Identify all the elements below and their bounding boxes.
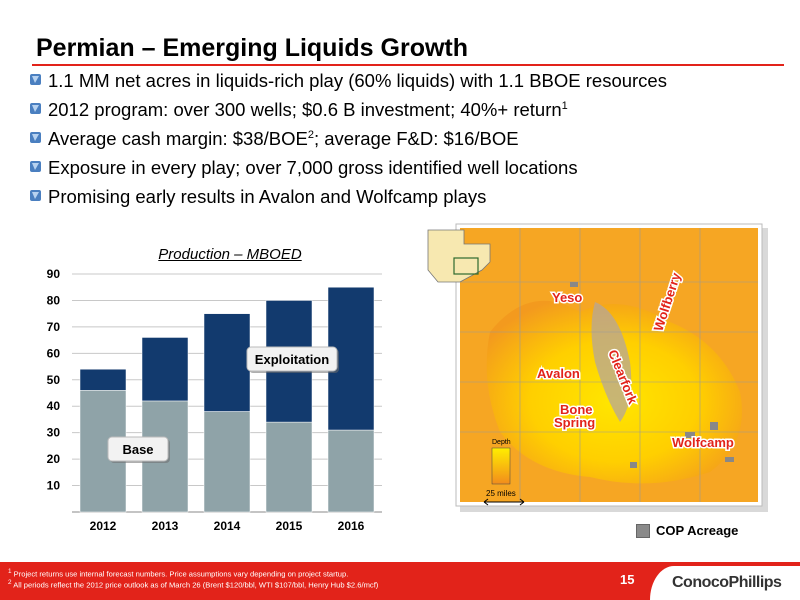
bullet-list: 1.1 MM net acres in liquids-rich play (6… bbox=[30, 66, 790, 211]
footnote-ref: 1 bbox=[561, 99, 568, 112]
bar-exploitation bbox=[141, 337, 189, 402]
series-callout-exploitation-label: Exploitation bbox=[255, 352, 329, 367]
bullet-text: Average cash margin: $38/BOE bbox=[48, 128, 308, 149]
bar-base bbox=[265, 421, 313, 513]
footnote-ref: 2 bbox=[307, 128, 314, 141]
bullet-item: Promising early results in Avalon and Wo… bbox=[30, 182, 790, 211]
cop-acreage-patches bbox=[540, 282, 734, 468]
y-tick-label: 30 bbox=[47, 426, 61, 440]
bullet-item: Exposure in every play; over 7,000 gross… bbox=[30, 153, 790, 182]
scale-label: 25 miles bbox=[486, 489, 516, 498]
play-label-bone: Bone bbox=[560, 402, 593, 417]
inset-texas-nm-map bbox=[427, 229, 491, 283]
series-callout-exploitation-box bbox=[246, 346, 338, 372]
bullet-text: 1.1 MM net acres in liquids-rich play (6… bbox=[48, 70, 667, 91]
permian-map: Yeso Avalon Clearfork Wolfberry Bone Spr… bbox=[420, 222, 772, 514]
map-county-grid bbox=[460, 228, 758, 502]
bullet-marker-icon bbox=[30, 103, 41, 114]
footnote-1: 1 Project returns use internal forecast … bbox=[8, 568, 349, 579]
y-tick-label: 40 bbox=[47, 399, 61, 413]
acreage-swatch bbox=[636, 524, 650, 538]
bullet-marker-icon bbox=[30, 190, 41, 201]
inset-locator-box bbox=[453, 257, 479, 275]
scale-arrow-icon bbox=[483, 498, 525, 506]
bullet-text: Promising early results in Avalon and Wo… bbox=[48, 186, 487, 207]
x-tick-label: 2012 bbox=[90, 519, 117, 533]
x-tick-label: 2013 bbox=[152, 519, 179, 533]
play-label-avalon: Avalon bbox=[537, 366, 580, 381]
chart-svg: 10 20 30 40 50 60 70 80 90 2012 2013 2014 2015 2016 Ba… bbox=[47, 267, 382, 533]
production-chart: Production – MBOED 10 20 30 40 50 60 70 80 90 201… bbox=[30, 240, 390, 540]
play-label-wolfcamp: Wolfcamp bbox=[672, 435, 734, 450]
depth-legend-bar bbox=[491, 447, 511, 485]
bullet-marker-icon bbox=[30, 74, 41, 85]
bullet-marker-icon bbox=[30, 132, 41, 143]
bar-exploitation bbox=[203, 313, 251, 412]
play-label-spring: Spring bbox=[554, 415, 595, 430]
y-tick-label: 90 bbox=[47, 267, 61, 281]
bar-exploitation bbox=[327, 286, 375, 431]
bar-base bbox=[327, 429, 375, 513]
map-svg: Yeso Avalon Clearfork Wolfberry Bone Spr… bbox=[427, 223, 768, 512]
page-number: 15 bbox=[620, 572, 635, 587]
logo-text: ConocoPhillips bbox=[672, 574, 782, 591]
y-tick-label: 60 bbox=[47, 346, 61, 360]
series-callout-base-box bbox=[107, 436, 169, 462]
bullet-text: Exposure in every play; over 7,000 gross… bbox=[48, 157, 578, 178]
chart-title: Production – MBOED bbox=[158, 246, 302, 263]
footnote-2: 2 All periods reflect the 2012 price out… bbox=[8, 579, 379, 590]
y-tick-label: 70 bbox=[47, 320, 61, 334]
bar-exploitation bbox=[79, 368, 127, 391]
logo: ConocoPhillips bbox=[650, 566, 800, 600]
bullet-marker-icon bbox=[30, 161, 41, 172]
y-tick-label: 80 bbox=[47, 293, 61, 307]
bullet-item: Average cash margin: $38/BOE2; average F… bbox=[30, 124, 790, 153]
x-tick-label: 2014 bbox=[214, 519, 241, 533]
x-tick-label: 2015 bbox=[276, 519, 303, 533]
acreage-legend-label: COP Acreage bbox=[656, 523, 739, 538]
bullet-item: 1.1 MM net acres in liquids-rich play (6… bbox=[30, 66, 790, 95]
x-tick-label: 2016 bbox=[338, 519, 365, 533]
depth-legend-label: Depth bbox=[492, 439, 511, 446]
y-tick-label: 50 bbox=[47, 373, 61, 387]
title-divider bbox=[32, 64, 784, 66]
play-label-yeso: Yeso bbox=[552, 290, 582, 305]
bullet-text: 2012 program: over 300 wells; $0.6 B inv… bbox=[48, 99, 562, 120]
slide-title: Permian – Emerging Liquids Growth bbox=[36, 34, 469, 62]
y-tick-label: 10 bbox=[47, 479, 61, 493]
bar-base bbox=[203, 411, 251, 513]
bullet-text-cont: ; average F&D: $16/BOE bbox=[313, 128, 519, 149]
bullet-item: 2012 program: over 300 wells; $0.6 B inv… bbox=[30, 95, 790, 124]
series-callout-base-label: Base bbox=[122, 442, 153, 457]
y-tick-label: 20 bbox=[47, 452, 61, 466]
